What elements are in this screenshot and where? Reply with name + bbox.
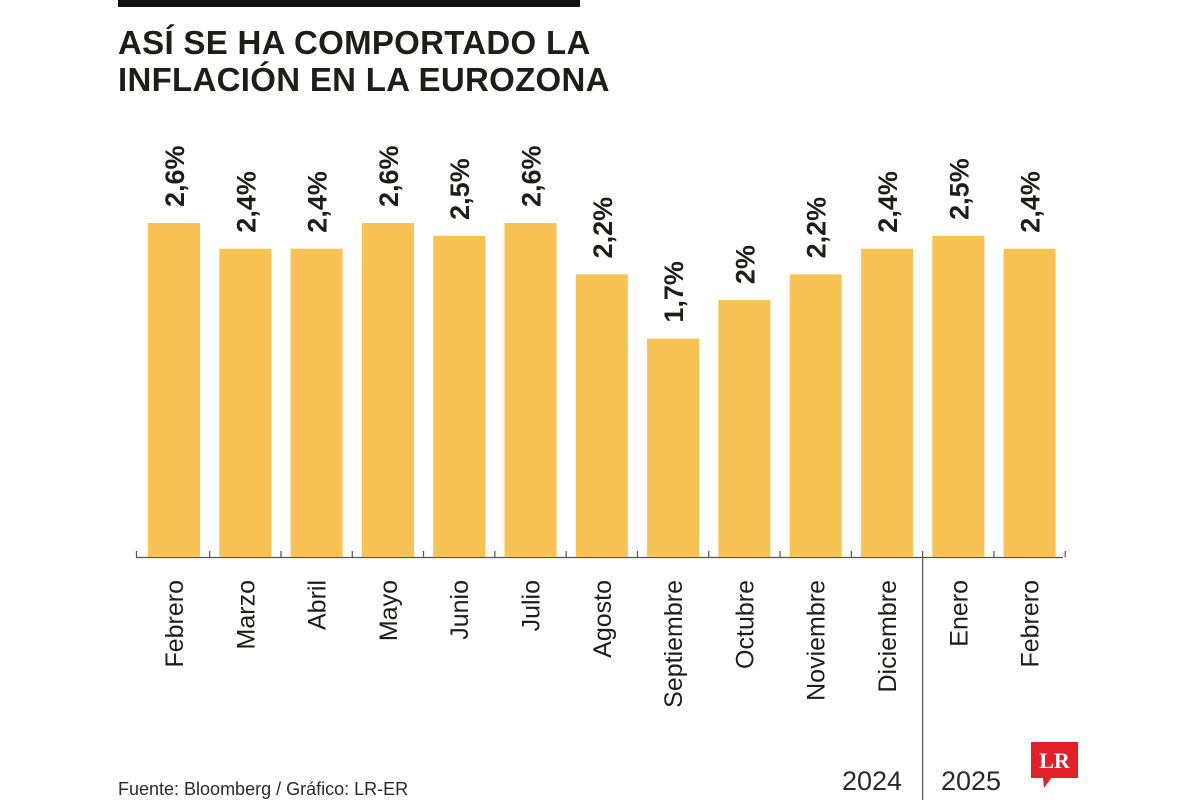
data-label-12: 2,5% [944,158,974,220]
category-label-9: Octubre [731,580,759,669]
bar-8 [647,338,700,557]
data-label-13: 2,4% [1016,171,1046,233]
bar-6 [504,223,557,557]
data-label-10: 2,2% [802,197,832,259]
chart-title-line-1: ASÍ SE HA COMPORTADO LA [118,24,591,61]
lr-logo: LR [1031,742,1078,788]
bar-4 [361,223,414,557]
category-label-4: Mayo [375,580,403,641]
source-note: Fuente: Bloomberg / Gráfico: LR-ER [118,779,409,799]
data-label-9: 2% [730,245,760,284]
bar-7 [575,274,628,557]
bar-3 [290,248,343,557]
year-label-2024: 2024 [842,766,903,796]
bar-12 [932,235,985,557]
data-label-8: 1,7% [659,261,689,323]
bar-13 [1003,248,1056,557]
data-label-4: 2,6% [374,145,404,207]
lr-logo-shape [1031,742,1078,788]
chart-title: ASÍ SE HA COMPORTADO LA INFLACIÓN EN LA … [118,24,610,98]
category-label-12: Enero [945,580,973,647]
bar-1 [148,223,200,557]
data-label-6: 2,6% [517,145,547,207]
category-label-3: Abril [304,580,332,630]
bar-11 [861,248,913,557]
bar-9 [718,300,771,557]
data-label-11: 2,4% [873,171,903,233]
category-label-7: Agosto [589,580,617,658]
category-label-1: Febrero [161,580,189,668]
data-label-2: 2,4% [231,171,261,233]
category-label-11: Diciembre [874,580,902,693]
top-rule [118,0,580,7]
data-label-3: 2,4% [303,171,333,233]
year-label-2025: 2025 [941,766,1002,796]
chart-title-line-2: INFLACIÓN EN LA EUROZONA [118,61,610,98]
data-label-1: 2,6% [160,145,190,207]
lr-logo-text: LR [1039,748,1071,773]
category-label-5: Junio [446,580,474,640]
data-label-7: 2,2% [588,197,618,259]
bar-10 [789,274,842,557]
category-label-10: Noviembre [803,580,831,701]
data-label-5: 2,5% [445,158,475,220]
category-label-2: Marzo [232,580,260,649]
category-label-13: Febrero [1017,580,1045,668]
category-label-8: Septiembre [660,580,688,708]
bar-5 [433,235,486,557]
bar-2 [219,248,272,557]
category-label-6: Julio [518,580,546,631]
